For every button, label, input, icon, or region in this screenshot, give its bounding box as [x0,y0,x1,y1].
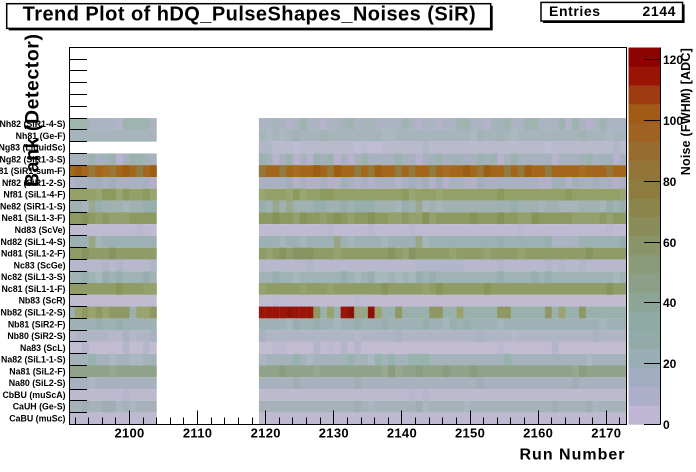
svg-text:Ng81 (SiR1-sum-F): Ng81 (SiR1-sum-F) [0,166,66,176]
svg-text:CaUH (Ge-S): CaUH (Ge-S) [13,402,66,412]
svg-text:Run Number: Run Number [520,447,626,464]
svg-text:20: 20 [663,357,677,371]
svg-text:Nd82 (SiL1-4-S): Nd82 (SiL1-4-S) [0,237,65,247]
svg-text:2144: 2144 [642,3,676,19]
svg-text:CaBU (muSc): CaBU (muSc) [9,414,65,424]
svg-text:Nb82 (SiL1-2-S): Nb82 (SiL1-2-S) [0,307,65,317]
svg-text:Ng83 (LiquidSc): Ng83 (LiquidSc) [0,143,66,153]
svg-text:Nc82 (SiL1-3-S): Nc82 (SiL1-3-S) [1,272,66,282]
svg-text:2140: 2140 [387,426,417,441]
svg-text:2150: 2150 [455,426,485,441]
svg-text:60: 60 [663,236,677,250]
svg-text:0: 0 [663,418,670,432]
svg-text:Ne82 (SiR1-1-S): Ne82 (SiR1-1-S) [0,201,66,211]
svg-text:2100: 2100 [114,426,144,441]
svg-text:Bank (Detector): Bank (Detector) [22,34,44,187]
svg-text:Na82 (SiL1-1-S): Na82 (SiL1-1-S) [1,355,66,365]
svg-text:100: 100 [663,114,683,128]
svg-text:120: 120 [663,53,683,67]
svg-text:Nb81 (SiR2-F): Nb81 (SiR2-F) [8,319,66,329]
svg-text:Nd81 (SiL1-2-F): Nd81 (SiL1-2-F) [1,249,66,259]
svg-text:2160: 2160 [523,426,553,441]
svg-text:Noise (FWHM) [ADC]: Noise (FWHM) [ADC] [679,48,693,175]
svg-text:Nb83 (ScR): Nb83 (ScR) [19,296,66,306]
svg-text:Nc83 (ScGe): Nc83 (ScGe) [14,260,66,270]
svg-text:40: 40 [663,296,677,310]
svg-text:Trend Plot of hDQ_PulseShapes_: Trend Plot of hDQ_PulseShapes_Noises (Si… [23,3,476,25]
svg-text:Nf82 (SiR1-2-S): Nf82 (SiR1-2-S) [2,178,66,188]
svg-text:Nc81 (SiL1-1-F): Nc81 (SiL1-1-F) [1,284,65,294]
svg-text:Na83 (ScL): Na83 (ScL) [20,343,66,353]
svg-text:2170: 2170 [591,426,621,441]
svg-text:80: 80 [663,175,677,189]
svg-text:2120: 2120 [251,426,281,441]
svg-text:Nb80 (SiR2-S): Nb80 (SiR2-S) [7,331,65,341]
svg-text:Entries: Entries [549,3,601,19]
svg-text:Nh82 (SiR1-4-S): Nh82 (SiR1-4-S) [0,119,66,129]
svg-text:Nh81 (Ge-F): Nh81 (Ge-F) [16,131,66,141]
svg-text:Nf81 (SiL1-4-F): Nf81 (SiL1-4-F) [3,190,65,200]
svg-text:Na81 (SiL2-F): Na81 (SiL2-F) [9,366,65,376]
svg-text:Ne81 (SiL1-3-F): Ne81 (SiL1-3-F) [1,213,65,223]
svg-text:CbBU (muScA): CbBU (muScA) [2,390,65,400]
svg-text:Nd83 (ScVe): Nd83 (ScVe) [15,225,66,235]
svg-text:Ng82 (SiR1-3-S): Ng82 (SiR1-3-S) [0,154,66,164]
svg-text:2110: 2110 [183,426,212,441]
svg-text:2130: 2130 [319,426,349,441]
svg-text:Na80 (SiL2-S): Na80 (SiL2-S) [9,378,66,388]
